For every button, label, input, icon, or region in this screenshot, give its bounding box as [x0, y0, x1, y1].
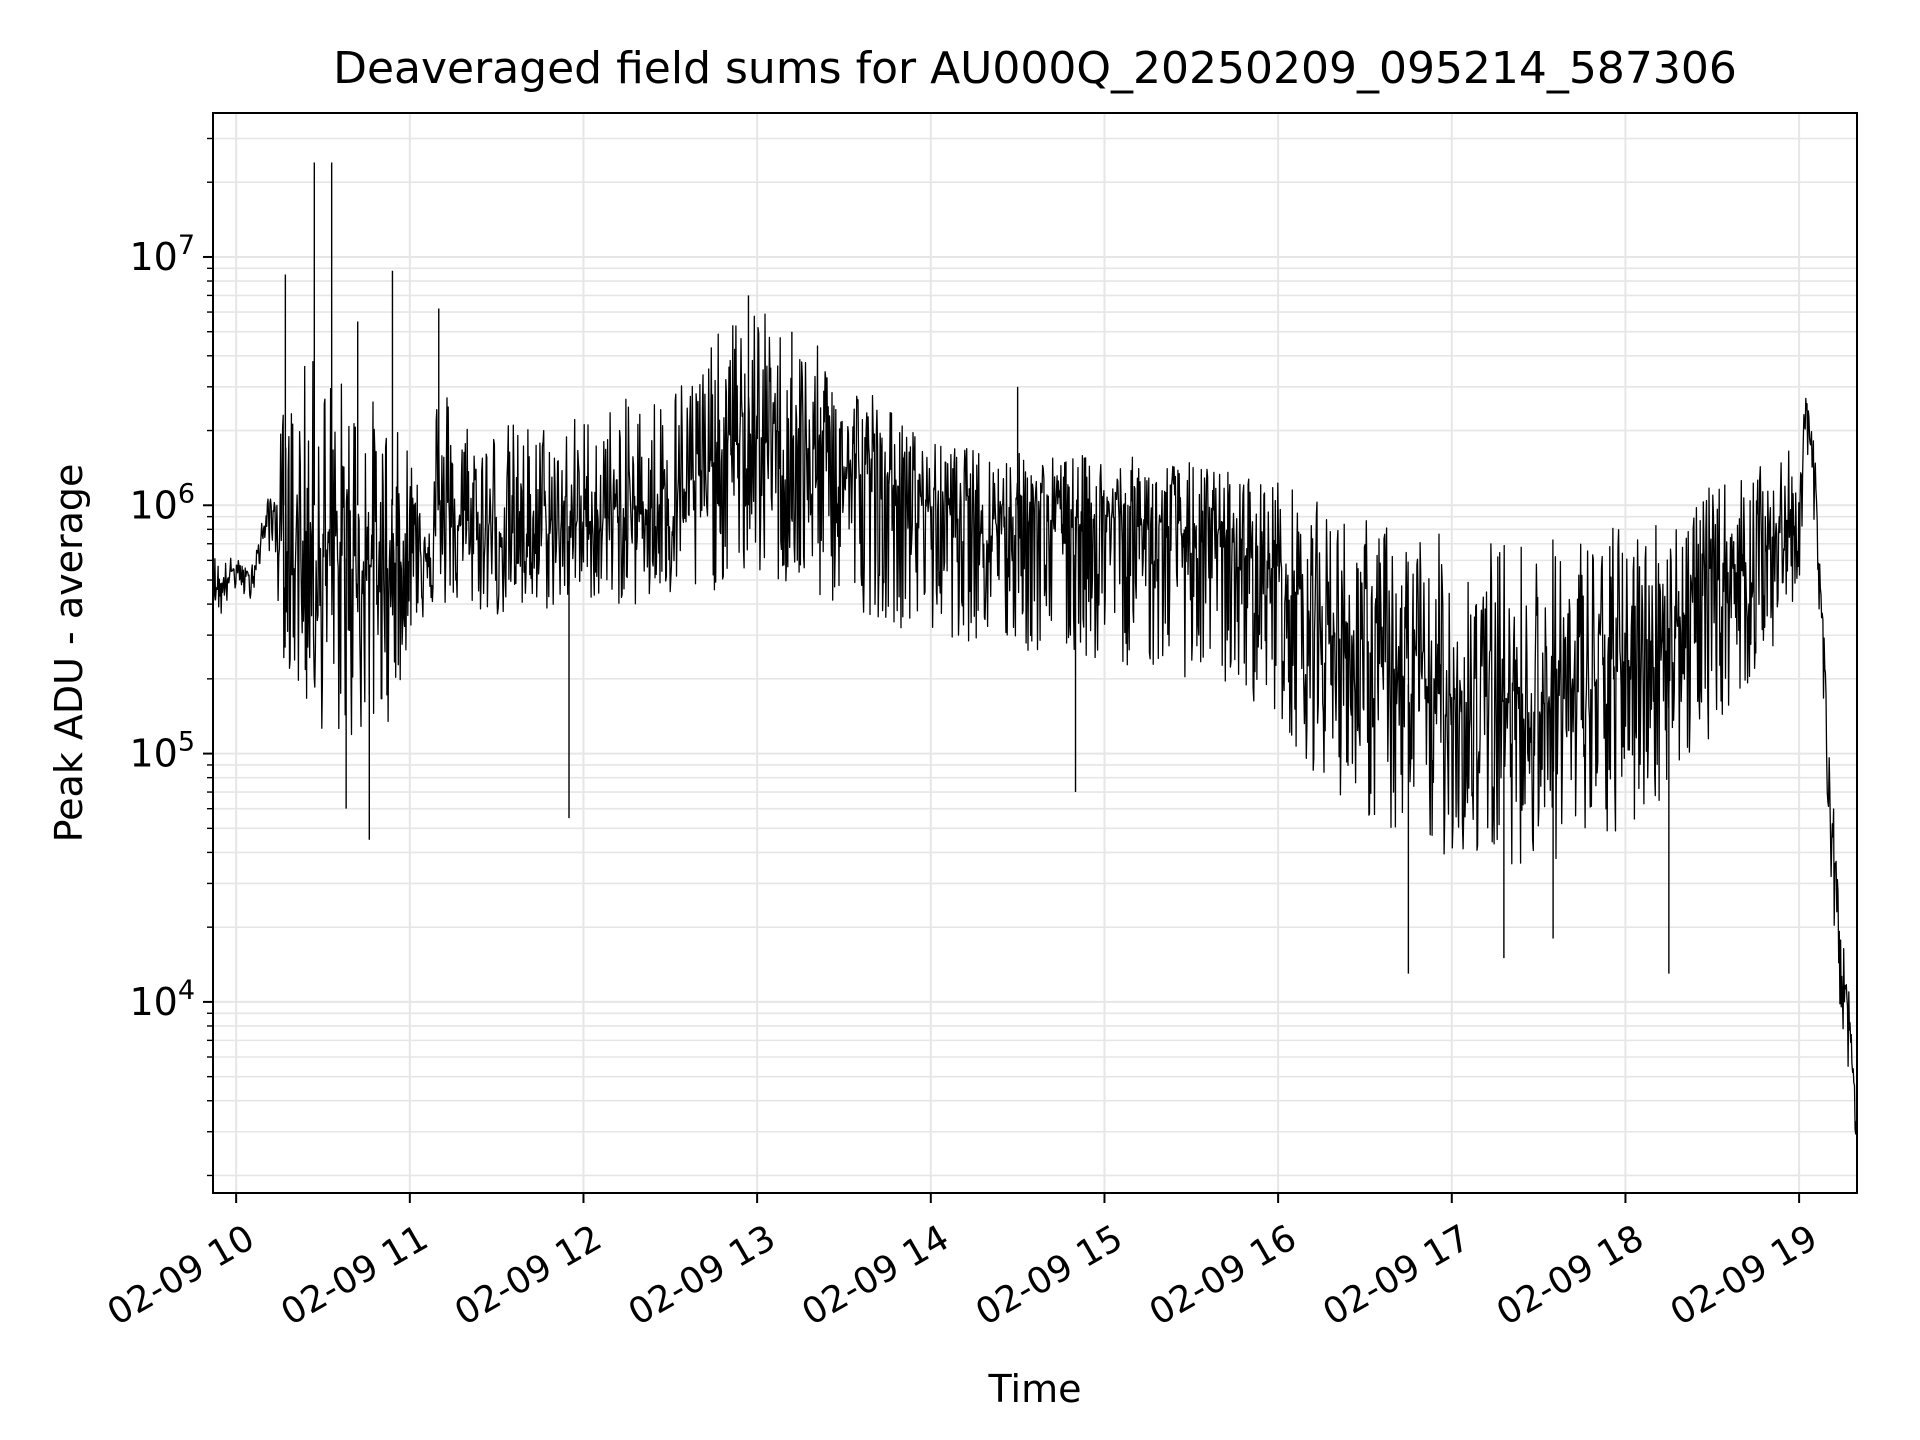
x-axis-label: Time	[988, 1367, 1082, 1411]
y-tick-label: 105	[129, 727, 195, 776]
y-tick-label: 104	[129, 975, 195, 1024]
data-series	[212, 162, 1858, 1142]
plot-frame	[212, 112, 1858, 1194]
y-tick-label: 106	[129, 478, 195, 527]
y-axis-label: Peak ADU - average	[47, 464, 91, 843]
series-line	[212, 313, 1858, 1142]
y-tick-label: 107	[129, 230, 195, 279]
chart-title: Deaveraged field sums for AU000Q_2025020…	[333, 43, 1737, 94]
